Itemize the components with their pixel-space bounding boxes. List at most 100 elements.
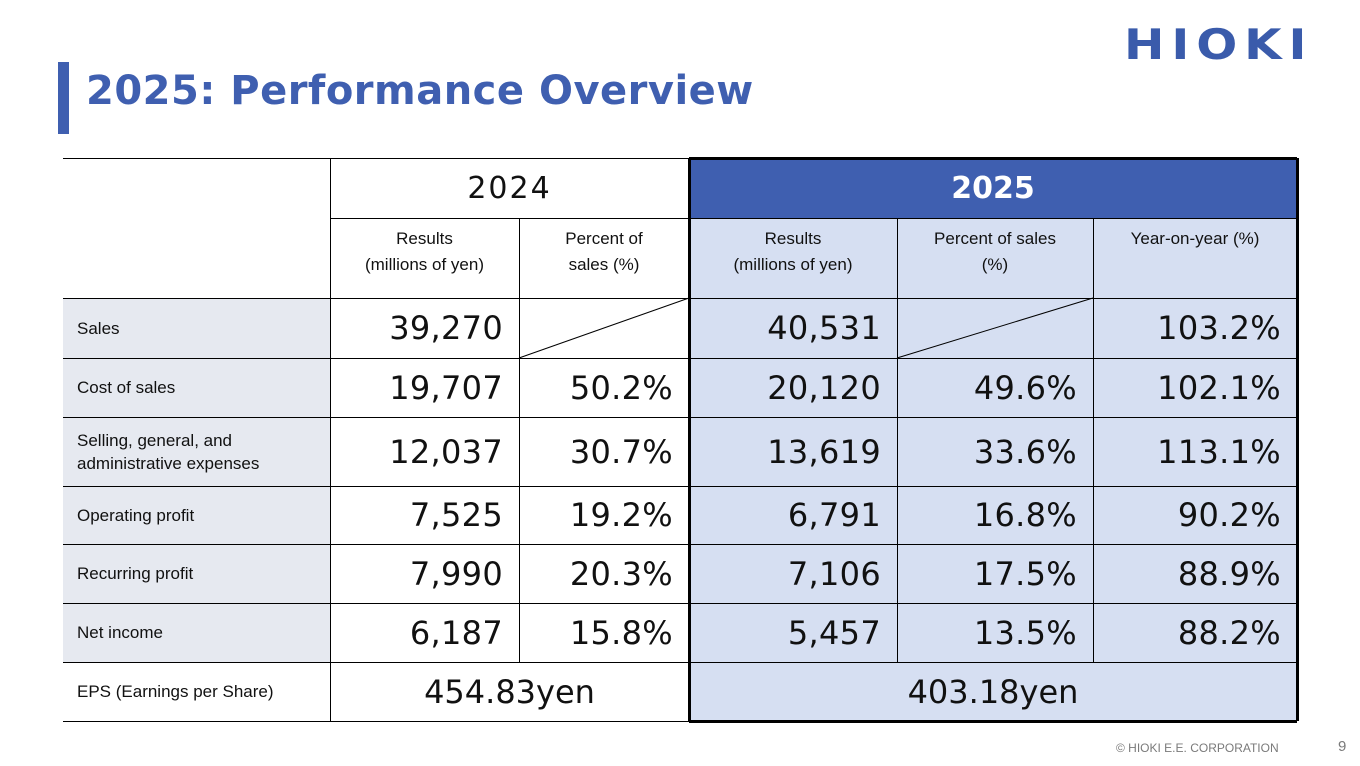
cell-yoy: 102.1% [1093, 358, 1297, 417]
cell-curr-results-text: 7,106 [787, 554, 881, 593]
row-label: Operating profit [63, 486, 330, 544]
cell-prev-results-text: 39,270 [389, 309, 503, 347]
cell-yoy: 103.2% [1093, 298, 1297, 358]
copyright-notice: © HIOKI E.E. CORPORATION [1116, 741, 1279, 755]
page-number: 9 [1338, 738, 1347, 755]
grid-line [1296, 158, 1299, 721]
cell-curr-percent-text: 16.8% [973, 496, 1077, 534]
eps-2025-value: 403.18yen [689, 662, 1297, 721]
cell-prev-results-text: 7,990 [409, 554, 503, 593]
column-header-prev-results: Results (millions of yen) [330, 218, 519, 298]
row-label: Cost of sales [63, 358, 330, 417]
cell-prev-percent: 20.3% [519, 544, 689, 603]
na-diagonal-line [518, 297, 690, 359]
row-label-text: Sales [77, 318, 120, 338]
sales-na-diagonals [518, 297, 1094, 359]
cell-yoy-text: 102.1% [1157, 368, 1281, 407]
row-label-text: Selling, general, and administrative exp… [77, 430, 260, 473]
cell-prev-results: 7,525 [330, 486, 519, 544]
cell-prev-percent-text: 19.2% [569, 496, 673, 534]
cell-yoy-text: 113.1% [1157, 432, 1281, 471]
cell-curr-results: 40,531 [689, 298, 897, 358]
cell-curr-percent-text: 33.6% [973, 432, 1077, 471]
grid-line [63, 603, 1297, 604]
cell-curr-results-text: 13,619 [767, 432, 881, 471]
cell-curr-percent: 49.6% [897, 358, 1093, 417]
grid-line [63, 662, 1297, 663]
eps-2025-value-text: 403.18yen [907, 672, 1079, 711]
cell-prev-percent: 30.7% [519, 417, 689, 486]
row-label: Recurring profit [63, 544, 330, 603]
year-2025-header-text: 2025 [951, 170, 1035, 206]
grid-line [519, 218, 520, 662]
cell-curr-percent: 17.5% [897, 544, 1093, 603]
cell-curr-percent: 16.8% [897, 486, 1093, 544]
cell-curr-percent-text: 17.5% [973, 554, 1077, 593]
cell-prev-percent-text: 15.8% [569, 613, 673, 652]
cell-curr-percent-text: 13.5% [973, 613, 1077, 652]
cell-prev-percent: 15.8% [519, 603, 689, 662]
hioki-logo: HIOKI [1124, 20, 1314, 69]
year-2024-header-text: 2024 [467, 170, 552, 206]
row-label-text: Cost of sales [77, 378, 176, 397]
cell-prev-results-text: 12,037 [389, 432, 503, 471]
cell-prev-percent-text: 30.7% [569, 432, 673, 471]
row-label-text: Operating profit [77, 505, 195, 525]
column-header-curr-percent-text: Percent of sales (%) [934, 229, 1056, 274]
cell-prev-results: 6,187 [330, 603, 519, 662]
grid-line [63, 721, 1297, 722]
cell-prev-percent: 19.2% [519, 486, 689, 544]
column-header-prev-percent-text: Percent of sales (%) [565, 229, 643, 274]
cell-curr-percent: 13.5% [897, 603, 1093, 662]
row-label-text: Net income [77, 623, 163, 642]
eps-label: EPS (Earnings per Share) [63, 662, 330, 721]
row-label: Sales [63, 298, 330, 358]
year-2025-header: 2025 [689, 158, 1297, 218]
eps-2024-value: 454.83yen [330, 662, 689, 721]
na-diagonal-line [896, 297, 1094, 359]
cell-yoy-text: 103.2% [1157, 309, 1281, 347]
cell-curr-results: 6,791 [689, 486, 897, 544]
eps-2024-value-text: 454.83yen [424, 672, 595, 711]
cell-curr-results: 13,619 [689, 417, 897, 486]
column-header-curr-results: Results (millions of yen) [689, 218, 897, 298]
cell-prev-results: 7,990 [330, 544, 519, 603]
row-label-text: Recurring profit [77, 564, 194, 583]
cell-prev-results: 39,270 [330, 298, 519, 358]
row-label: Selling, general, and administrative exp… [63, 417, 330, 486]
grid-line [689, 157, 1297, 160]
cell-yoy-text: 90.2% [1177, 496, 1281, 534]
cell-yoy-text: 88.2% [1177, 613, 1281, 652]
cell-curr-results-text: 6,791 [787, 496, 881, 534]
cell-curr-results: 7,106 [689, 544, 897, 603]
grid-line [63, 417, 1297, 418]
cell-curr-percent-text: 49.6% [973, 368, 1077, 407]
grid-line [330, 218, 1297, 219]
cell-yoy: 88.2% [1093, 603, 1297, 662]
cell-yoy: 113.1% [1093, 417, 1297, 486]
column-header-curr-yoy: Year-on-year (%) [1093, 218, 1297, 298]
grid-line [1093, 218, 1094, 662]
column-header-prev-percent: Percent of sales (%) [519, 218, 689, 298]
cell-prev-results: 19,707 [330, 358, 519, 417]
column-header-curr-results-text: Results (millions of yen) [733, 229, 853, 274]
grid-line [689, 720, 1297, 723]
grid-line [63, 544, 1297, 545]
cell-prev-results-text: 6,187 [409, 613, 503, 652]
grid-line [897, 218, 898, 662]
grid-line [688, 158, 691, 721]
label-column-fill [63, 298, 330, 721]
year-2024-header: 2024 [330, 158, 689, 218]
cell-prev-percent-text: 50.2% [569, 368, 673, 407]
cell-yoy: 88.9% [1093, 544, 1297, 603]
grid-line [63, 358, 1297, 359]
cell-curr-results: 20,120 [689, 358, 897, 417]
cell-prev-results: 12,037 [330, 417, 519, 486]
page-title: 2025: Performance Overview [86, 68, 754, 114]
cell-yoy-text: 88.9% [1177, 554, 1281, 593]
cell-curr-results-text: 20,120 [767, 368, 881, 407]
column-header-curr-percent: Percent of sales (%) [897, 218, 1093, 298]
cell-curr-results-text: 40,531 [767, 309, 881, 347]
cell-curr-percent: 33.6% [897, 417, 1093, 486]
grid-line [63, 486, 1297, 487]
